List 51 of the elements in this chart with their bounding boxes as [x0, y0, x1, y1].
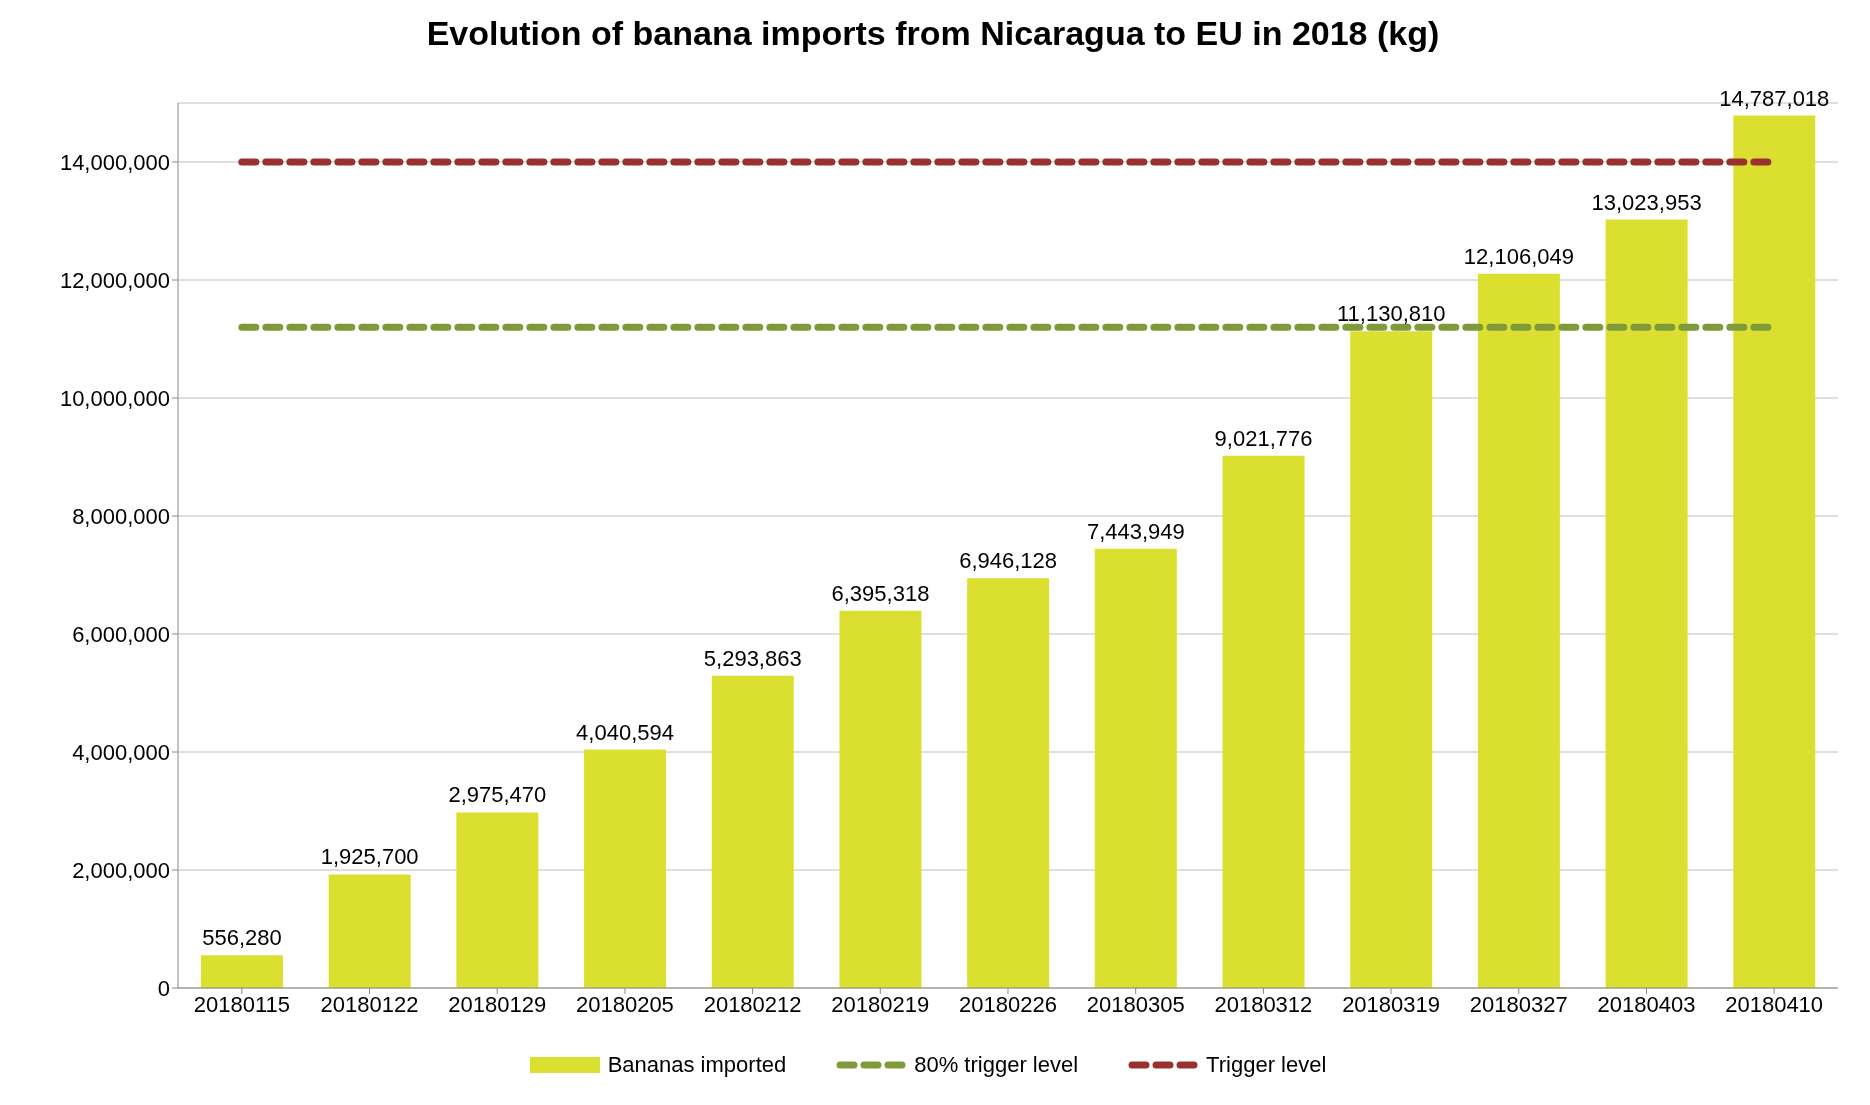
bar	[1605, 219, 1688, 988]
x-tick-label: 20180312	[1214, 991, 1313, 1017]
bar	[1733, 115, 1816, 988]
y-tick-label: 8,000,000	[72, 503, 170, 529]
y-tick-label: 2,000,000	[72, 857, 170, 883]
bar	[584, 749, 667, 988]
bar	[456, 812, 539, 988]
x-tick-label: 20180403	[1597, 991, 1696, 1017]
chart-title: Evolution of banana imports from Nicaragua to EU in 2018 (kg)	[425, 13, 1441, 53]
x-tick-label: 20180319	[1342, 991, 1441, 1017]
x-tick-label: 20180219	[831, 991, 930, 1017]
y-tick-label: 0	[157, 975, 170, 1001]
y-tick-label: 4,000,000	[72, 739, 170, 765]
bar	[967, 578, 1050, 988]
legend-label: 80% trigger level	[914, 1052, 1079, 1078]
data-label: 4,040,594	[576, 719, 674, 745]
bar	[1094, 548, 1177, 988]
data-label: 11,130,810	[1336, 301, 1446, 327]
x-tick-label: 20180305	[1086, 991, 1185, 1017]
bar	[839, 610, 922, 988]
data-label: 1,925,700	[320, 844, 419, 870]
x-tick-label: 20180129	[448, 991, 547, 1017]
data-label: 5,293,863	[703, 645, 802, 671]
y-tick-label: 6,000,000	[72, 621, 170, 647]
data-label: 12,106,049	[1463, 243, 1574, 269]
bar	[1222, 455, 1305, 988]
bar	[200, 955, 283, 988]
data-label: 2,975,470	[448, 782, 547, 808]
x-tick-label: 20180226	[959, 991, 1057, 1017]
data-label: 14,787,018	[1719, 85, 1830, 111]
data-label: 556,280	[202, 925, 282, 951]
bar	[1477, 273, 1560, 988]
data-label: 9,021,776	[1214, 425, 1313, 451]
data-label: 6,946,128	[959, 548, 1058, 574]
legend-label: Bananas imported	[607, 1052, 787, 1078]
x-tick-label: 20180122	[320, 991, 419, 1017]
x-tick-label: 20180115	[193, 991, 290, 1017]
x-tick-label: 20180327	[1469, 991, 1568, 1017]
y-tick-label: 14,000,000	[59, 149, 170, 175]
y-tick-label: 10,000,000	[59, 385, 170, 411]
x-tick-label: 20180410	[1725, 991, 1824, 1017]
data-label: 13,023,953	[1591, 189, 1702, 215]
bar	[328, 874, 411, 988]
data-label: 6,395,318	[831, 580, 930, 606]
bar	[1350, 331, 1433, 988]
bar	[711, 675, 794, 988]
legend-label: Trigger level	[1206, 1052, 1327, 1078]
x-tick-label: 20180212	[703, 991, 802, 1017]
x-tick-label: 20180205	[575, 991, 674, 1017]
y-tick-label: 12,000,000	[59, 267, 170, 293]
data-label: 7,443,949	[1086, 518, 1185, 544]
